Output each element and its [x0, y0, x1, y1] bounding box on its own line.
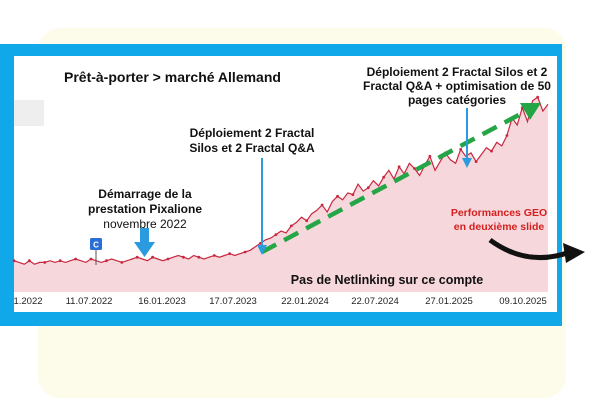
- x-tick-label: 17.07.2023: [209, 296, 257, 307]
- data-point: [212, 254, 216, 257]
- annotation-deploy-2-line-2: Fractal Q&A + optimisation de 50: [363, 79, 551, 93]
- annotation-geo: Performances GEO en deuxième slide: [451, 207, 547, 233]
- data-point: [505, 134, 509, 137]
- data-point: [320, 203, 324, 207]
- data-point: [397, 165, 401, 169]
- annotation-start-date: novembre 2022: [103, 217, 187, 231]
- trend-arrow: [260, 103, 541, 254]
- data-point: [305, 219, 309, 223]
- annotation-start-line-1: Démarrage de la: [98, 187, 192, 201]
- annotation-deploy-1: Déploiement 2 Fractal Silos et 2 Fractal…: [189, 126, 315, 155]
- data-point: [182, 255, 185, 259]
- data-point: [166, 257, 170, 261]
- x-tick-label: 09.10.2025: [499, 296, 547, 307]
- x-tick-label: 22.07.2024: [351, 296, 399, 307]
- data-point: [243, 250, 247, 254]
- chart-title: Prêt-à-porter > marché Allemand: [64, 69, 281, 85]
- annotation-geo-line-1: Performances GEO: [451, 207, 547, 219]
- data-point: [459, 148, 463, 151]
- traffic-area: [14, 97, 548, 292]
- data-point: [12, 259, 16, 263]
- data-point: [74, 257, 77, 261]
- data-point: [474, 160, 478, 164]
- data-point: [428, 154, 432, 158]
- annotation-deploy-1-line-2: Silos et 2 Fractal Q&A: [189, 141, 315, 155]
- data-point: [366, 186, 370, 190]
- data-point: [351, 193, 355, 197]
- data-point: [536, 95, 540, 99]
- traffic-line: [13, 96, 549, 265]
- annotation-deploy-1-line-1: Déploiement 2 Fractal: [190, 126, 315, 140]
- data-point: [413, 167, 416, 170]
- annotation-deploy-2-line-1: Déploiement 2 Fractal Silos et 2: [367, 65, 548, 79]
- milestone-arrow-deploy-2: [462, 108, 472, 168]
- x-axis: 1.2022 11.07.2022 16.01.2023 17.07.2023 …: [13, 296, 546, 307]
- data-point: [274, 233, 278, 237]
- geo-curve-arrow: [488, 237, 585, 263]
- x-tick-label: 11.07.2022: [66, 296, 113, 307]
- x-tick-label: 16.01.2023: [138, 296, 186, 307]
- c-marker: C: [90, 238, 102, 265]
- c-marker-label: C: [93, 241, 99, 250]
- data-point: [336, 194, 339, 198]
- annotation-no-netlinking: Pas de Netlinking sur ce compte: [291, 273, 483, 287]
- data-point: [151, 255, 155, 259]
- data-point: [28, 259, 31, 263]
- data-point: [382, 175, 386, 179]
- data-point: [43, 261, 47, 264]
- milestone-arrow-deploy-1: [257, 158, 267, 255]
- x-tick-label: 1.2022: [13, 296, 42, 307]
- annotation-start: Démarrage de la prestation Pixalione nov…: [88, 187, 202, 231]
- x-tick-label: 27.01.2025: [425, 296, 473, 307]
- data-point: [490, 149, 493, 153]
- data-point: [105, 259, 108, 263]
- overlay-box: [14, 100, 44, 126]
- data-point: [289, 224, 293, 228]
- data-point: [120, 261, 124, 264]
- annotation-deploy-2-line-3: pages catégories: [408, 93, 506, 107]
- data-point: [135, 255, 139, 259]
- annotation-start-line-2: prestation Pixalione: [88, 202, 202, 216]
- x-tick-label: 22.01.2024: [281, 296, 329, 307]
- data-point: [228, 252, 232, 256]
- annotation-deploy-2: Déploiement 2 Fractal Silos et 2 Fractal…: [363, 65, 551, 107]
- milestone-arrow-start: [134, 228, 155, 257]
- annotation-geo-line-2: en deuxième slide: [454, 221, 545, 233]
- data-point: [58, 259, 62, 263]
- data-point: [197, 255, 201, 259]
- data-point: [89, 257, 93, 261]
